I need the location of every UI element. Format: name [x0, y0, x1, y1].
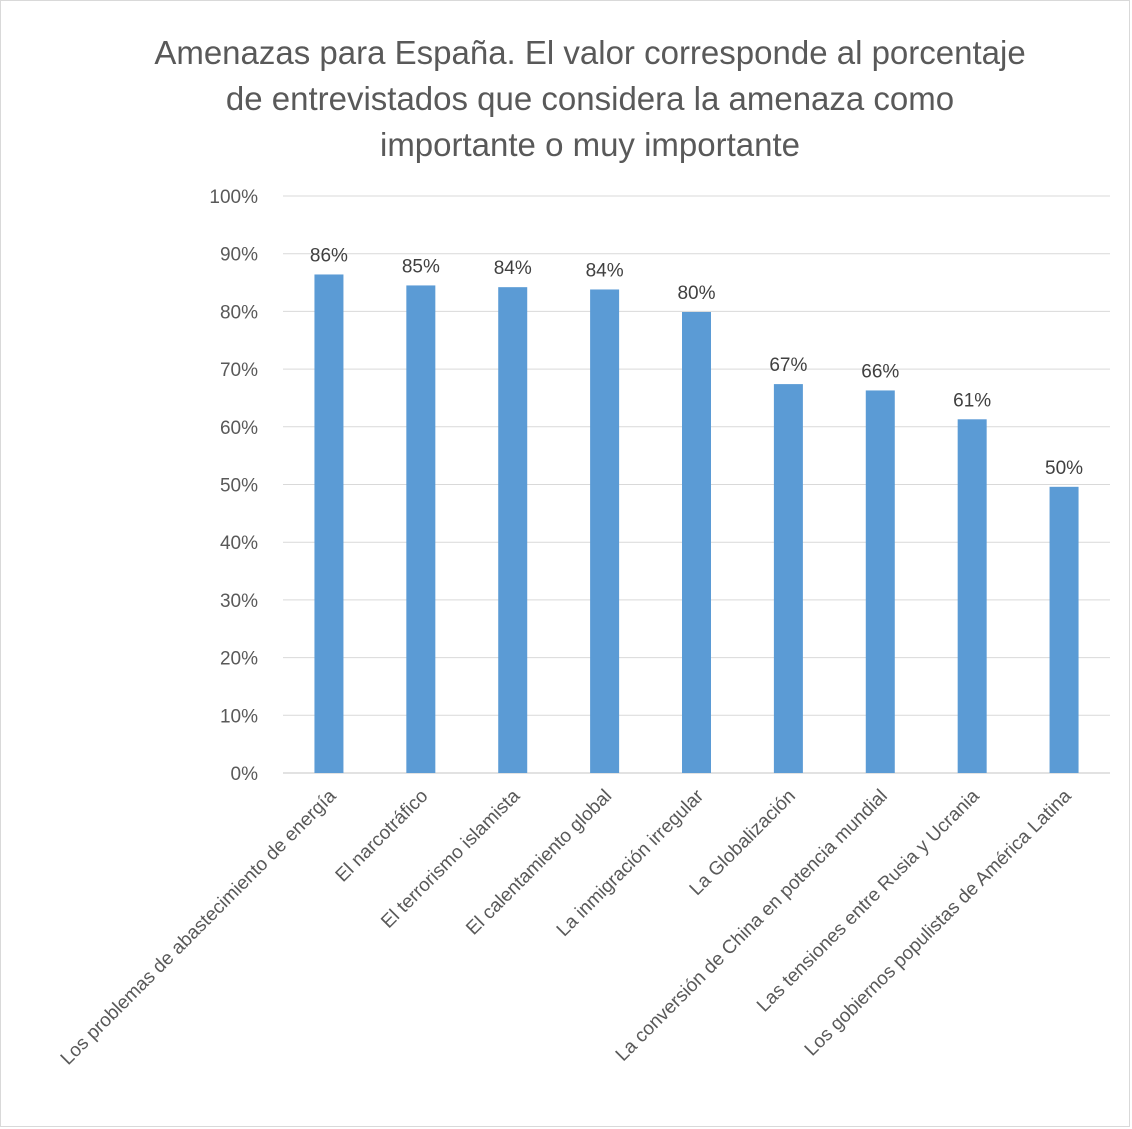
data-labels: 86% 85% 84% 84% 80% 67% 66% 61% 50% [310, 245, 1083, 478]
y-tick-label: 50% [220, 476, 258, 497]
y-tick-label: 20% [220, 649, 258, 670]
y-tick-label: 70% [220, 360, 258, 381]
bar [406, 285, 436, 773]
bars [314, 274, 1079, 773]
y-tick-label: 90% [220, 245, 258, 266]
y-tick-label: 0% [231, 764, 259, 785]
bar [314, 274, 344, 773]
x-tick-label: Los problemas de abastecimiento de energ… [57, 785, 341, 1069]
y-tick-label: 60% [220, 418, 258, 439]
x-tick-label: El narcotráfico [332, 786, 433, 887]
data-label: 84% [494, 258, 532, 279]
y-tick-label: 80% [220, 302, 258, 323]
chart-title-line-3: importante o muy importante [379, 126, 801, 163]
chart-title-line-1: Amenazas para España. El valor correspon… [154, 34, 1026, 71]
data-label: 67% [769, 355, 807, 376]
data-label: 66% [861, 361, 899, 382]
bar [957, 419, 987, 773]
bar [773, 384, 803, 773]
bar [590, 289, 620, 773]
data-label: 86% [310, 245, 348, 266]
y-axis-tick-labels: 0% 10% 20% 30% 40% 50% 60% 70% 80% 90% 100% [209, 187, 258, 785]
bar [498, 287, 528, 773]
x-tick-label: La inmigración irregular [553, 785, 709, 941]
data-label: 85% [402, 256, 440, 277]
x-axis-category-labels: Los problemas de abastecimiento de energ… [57, 785, 1076, 1069]
data-label: 80% [677, 283, 715, 304]
data-label: 61% [953, 390, 991, 411]
bar [682, 311, 711, 773]
bar [1049, 486, 1079, 773]
chart-title-line-2: de entrevistados que considera la amenaz… [225, 80, 955, 117]
y-tick-label: 40% [220, 533, 258, 554]
chart-title: Amenazas para España. El valor correspon… [100, 30, 1080, 168]
y-tick-label: 100% [209, 187, 258, 208]
bar [865, 390, 895, 773]
y-tick-label: 10% [220, 706, 258, 727]
y-tick-label: 30% [220, 591, 258, 612]
data-label: 84% [586, 260, 624, 281]
data-label: 50% [1045, 458, 1083, 479]
